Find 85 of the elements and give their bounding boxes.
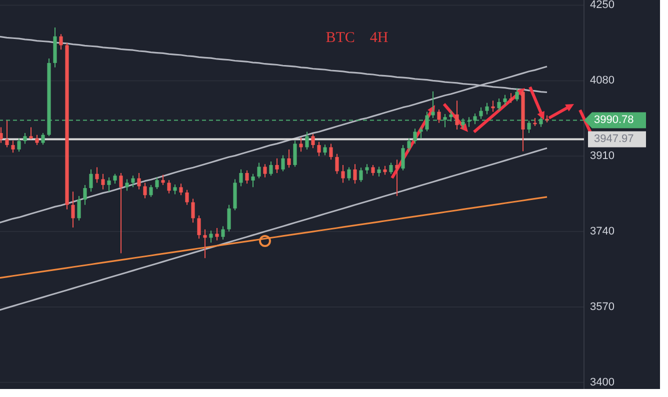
y-tick-label: 4080 xyxy=(590,74,614,87)
candlestick xyxy=(335,153,339,174)
candlestick xyxy=(0,126,3,144)
candlestick xyxy=(365,164,369,174)
candlestick xyxy=(137,172,141,190)
candlestick xyxy=(167,180,171,194)
candlestick xyxy=(299,136,303,152)
candlestick xyxy=(155,176,159,190)
candlestick xyxy=(227,204,231,232)
candlestick xyxy=(455,100,459,130)
candlestick xyxy=(59,34,63,50)
candlestick xyxy=(281,154,285,172)
candlestick xyxy=(185,189,189,206)
ref-line-label: 3990.78 xyxy=(594,114,634,126)
candlestick xyxy=(245,170,249,184)
candlestick xyxy=(251,173,255,188)
candlestick xyxy=(149,184,153,198)
candlestick xyxy=(89,168,93,192)
candlestick xyxy=(485,102,489,115)
candlestick xyxy=(11,140,15,154)
candlestick xyxy=(23,132,27,144)
candlestick xyxy=(359,167,363,182)
candlestick xyxy=(83,184,87,206)
candlestick xyxy=(431,90,435,118)
candlestick xyxy=(503,94,507,106)
candlestick xyxy=(293,140,297,168)
candlestick xyxy=(41,132,45,146)
candlestick xyxy=(323,144,327,156)
candlestick xyxy=(395,159,399,197)
candlestick xyxy=(95,166,99,184)
candlestick xyxy=(107,176,111,192)
candlestick xyxy=(413,128,417,144)
candlestick xyxy=(341,164,345,184)
y-tick-label: 3910 xyxy=(590,150,614,162)
candlestick xyxy=(197,215,201,240)
candlestick xyxy=(143,182,147,199)
candlestick xyxy=(515,88,519,102)
ref-line-label: 3947.97 xyxy=(594,133,634,146)
y-tick-label: 3740 xyxy=(590,225,614,238)
candlestick xyxy=(215,227,219,241)
candlestick xyxy=(377,166,381,178)
candlestick xyxy=(101,173,105,190)
candlestick xyxy=(203,228,207,259)
candlestick xyxy=(71,191,75,228)
candlestick xyxy=(179,183,183,196)
candlestick xyxy=(401,144,405,171)
candlestick xyxy=(221,226,225,240)
candlestick xyxy=(131,175,135,188)
candlestick xyxy=(239,168,243,187)
candlestick xyxy=(119,172,123,254)
candlestick xyxy=(263,164,267,178)
candlestick xyxy=(275,158,279,174)
candlestick xyxy=(491,100,495,112)
candlestick xyxy=(257,162,261,179)
candlestick xyxy=(269,160,273,176)
candlestick xyxy=(35,134,39,146)
candlestick xyxy=(509,92,513,104)
candlestick xyxy=(173,184,177,195)
y-tick-label: 4250 xyxy=(590,0,614,12)
candlestick xyxy=(437,109,441,124)
text: BTC 4H xyxy=(326,30,388,46)
candlestick xyxy=(311,133,315,149)
candlestick xyxy=(125,178,129,192)
candlestick xyxy=(389,162,393,174)
candlestick xyxy=(5,120,9,148)
candlestick xyxy=(347,166,351,182)
candlestick xyxy=(371,164,375,176)
candlestick xyxy=(329,143,333,160)
candlestick xyxy=(317,141,321,157)
candlestick xyxy=(497,98,501,112)
candlestick xyxy=(113,173,117,184)
candlestick xyxy=(305,131,309,150)
candlestick xyxy=(161,174,165,186)
candlestick xyxy=(17,138,21,152)
candlestick xyxy=(479,106,483,120)
candlestick xyxy=(29,126,33,140)
candlestick xyxy=(191,198,195,224)
candlestick xyxy=(287,148,291,168)
y-tick-label: 3570 xyxy=(590,300,614,313)
candlestick xyxy=(419,126,423,139)
candlestick xyxy=(407,138,411,152)
candlestick xyxy=(77,196,81,221)
y-tick-label: 3400 xyxy=(590,376,614,388)
candlestick xyxy=(209,230,213,244)
candlestick xyxy=(353,164,357,184)
